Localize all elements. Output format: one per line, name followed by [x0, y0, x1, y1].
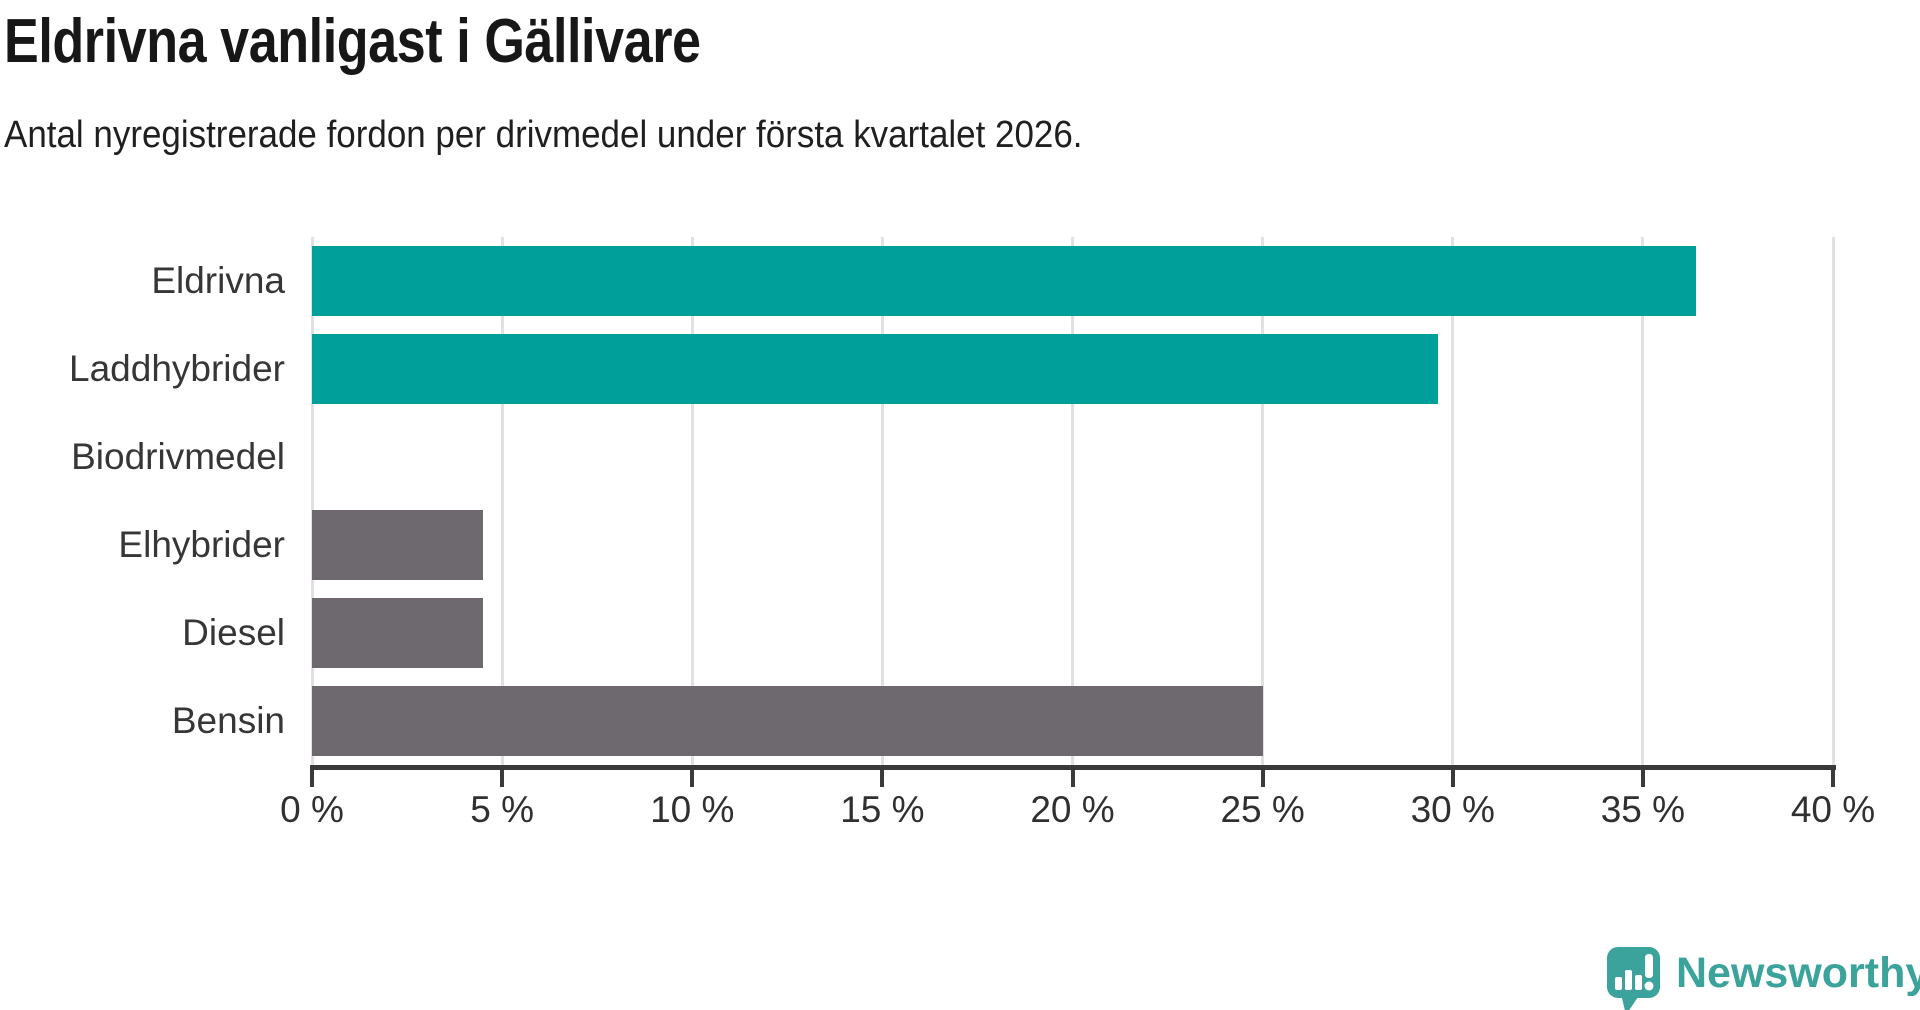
- bar-laddhybrider: [312, 334, 1438, 404]
- bar-row-diesel: Diesel: [182, 589, 1833, 677]
- bar-row-elhybrider: Elhybrider: [118, 501, 1833, 589]
- bar-eldrivna: [312, 246, 1697, 316]
- gridline-40: [1831, 237, 1835, 765]
- x-tick-0: [310, 765, 314, 787]
- gridline-10: [690, 237, 694, 765]
- bar-chart-speech-bubble-icon: [1607, 947, 1660, 1010]
- logo-text: Newsworthy: [1676, 949, 1920, 997]
- gridline-0: [310, 237, 314, 765]
- x-tick-15: [880, 765, 885, 787]
- bar-bensin: [312, 686, 1263, 756]
- bar-row-laddhybrider: Laddhybrider: [69, 325, 1833, 413]
- x-tick-30: [1450, 765, 1455, 787]
- x-tick-label-0: 0 %: [280, 789, 344, 830]
- gridline-25: [1261, 237, 1265, 765]
- x-tick-label-40: 40 %: [1790, 789, 1876, 830]
- category-label-eldrivna: Eldrivna: [151, 260, 285, 301]
- x-tick-label-10: 10 %: [650, 789, 735, 830]
- newsworthy-logo: Newsworthy: [1606, 946, 1920, 1010]
- x-tick-label-15: 15 %: [840, 789, 925, 830]
- gridline-30: [1451, 237, 1455, 765]
- x-tick-25: [1260, 765, 1265, 787]
- category-label-diesel: Diesel: [182, 612, 285, 653]
- chart-title: Eldrivna vanligast i Gällivare: [4, 7, 701, 76]
- category-label-elhybrider: Elhybrider: [118, 524, 285, 565]
- category-label-bensin: Bensin: [171, 700, 285, 741]
- category-label-biodrivmedel: Biodrivmedel: [71, 436, 285, 477]
- bar-elhybrider: [312, 510, 484, 580]
- x-tick-20: [1070, 765, 1075, 787]
- x-tick-35: [1640, 765, 1645, 787]
- x-tick-label-25: 25 %: [1220, 789, 1305, 830]
- bar-row-eldrivna: Eldrivna: [151, 237, 1833, 325]
- gridline-35: [1641, 237, 1645, 765]
- gridline-15: [880, 237, 884, 765]
- bar-row-biodrivmedel: Biodrivmedel: [71, 413, 1833, 501]
- x-tick-label-5: 5 %: [470, 789, 534, 830]
- bar-row-bensin: Bensin: [172, 677, 1833, 765]
- x-tick-label-20: 20 %: [1030, 789, 1115, 830]
- x-tick-10: [690, 765, 695, 787]
- x-tick-5: [500, 765, 505, 787]
- x-tick-40: [1831, 765, 1835, 787]
- category-label-laddhybrider: Laddhybrider: [69, 348, 285, 389]
- chart-subtitle: Antal nyregistrerade fordon per drivmede…: [4, 114, 1083, 156]
- gridline-20: [1071, 237, 1074, 765]
- bar-diesel: [312, 598, 484, 668]
- plot-area: Eldrivna Laddhybrider Biodrivmedel Elhybrid…: [69, 237, 1835, 765]
- gridline-5: [500, 237, 504, 765]
- x-tick-label-35: 35 %: [1600, 789, 1686, 830]
- x-tick-label-30: 30 %: [1410, 789, 1495, 830]
